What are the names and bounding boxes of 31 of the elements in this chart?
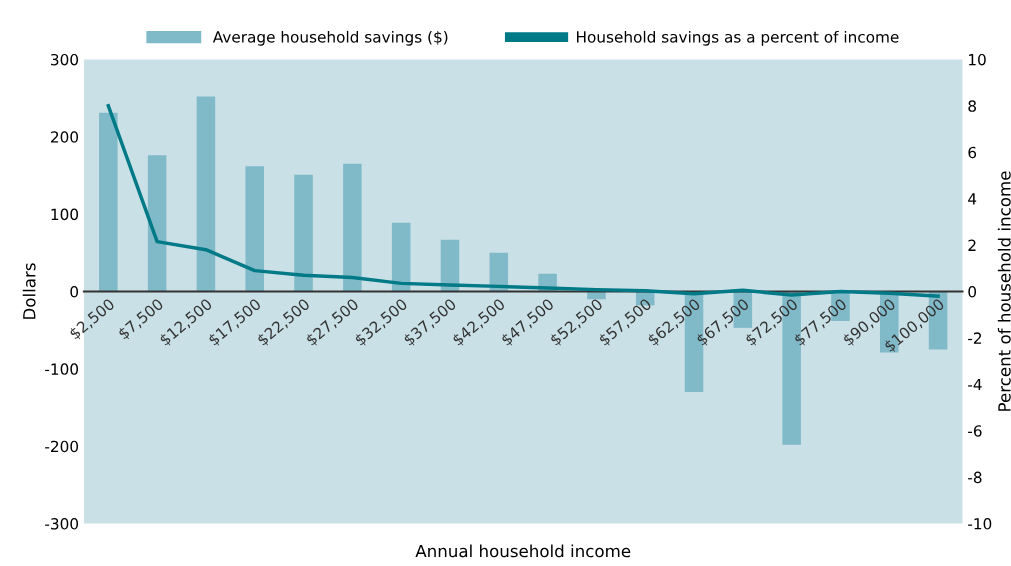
x-axis-title: Annual household income (415, 544, 631, 558)
y2-tick-label: -4 (968, 378, 982, 391)
y2-tick-label: -2 (968, 332, 982, 344)
line-series (106, 104, 940, 298)
y-tick-label: 300 (51, 53, 79, 66)
bar (99, 112, 118, 292)
y-tick-label: 200 (51, 131, 79, 143)
y2-tick-label: 4 (968, 193, 977, 205)
y2-tick-label: -10 (968, 518, 992, 530)
legend-label: Average household savings ($) (212, 30, 448, 46)
y-tick-label: 0 (70, 285, 79, 298)
bar (343, 163, 362, 292)
legend-label: Household savings as a percent of income (577, 30, 899, 46)
y-tick-label: -200 (45, 440, 79, 453)
bar (147, 155, 167, 292)
y2-tick-label: 8 (968, 100, 977, 112)
bar (294, 174, 313, 292)
y2-axis-title: Percent of household income (997, 171, 1011, 411)
y-tick-label: -300 (45, 518, 79, 530)
y2-tick-label: 2 (968, 239, 976, 251)
y2-tick-label: 10 (969, 53, 986, 66)
y2-tick-label: -8 (968, 471, 982, 484)
y2-tick-label: -6 (968, 425, 982, 437)
y-tick-label: 100 (51, 208, 79, 221)
bar (391, 222, 411, 292)
y-tick-label: -100 (45, 363, 79, 375)
y2-tick-label: 6 (968, 146, 977, 159)
y-axis-title: Dollars (22, 263, 36, 319)
bar (196, 96, 216, 292)
y2-tick-label: 0 (968, 285, 977, 298)
bar (245, 166, 265, 292)
